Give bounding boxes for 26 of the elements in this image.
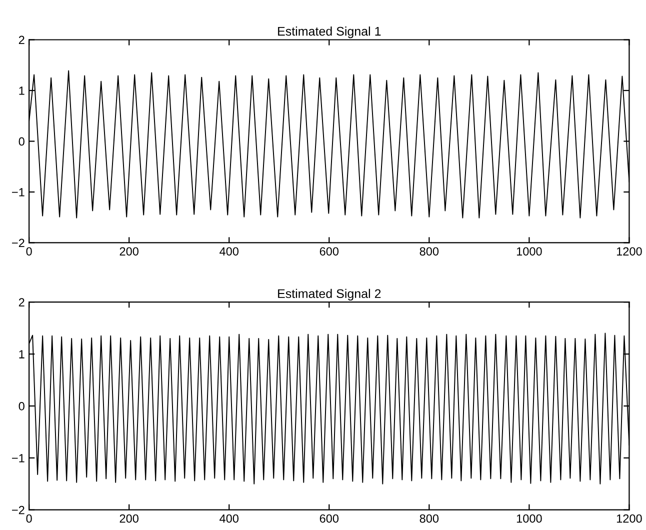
- y-tick-label: −2: [12, 238, 24, 248]
- y-tick-label: −2: [12, 506, 24, 514]
- y-tick-label: −1: [12, 188, 24, 196]
- y-tick-label: 0: [18, 137, 24, 146]
- y-tick-label: 2: [18, 298, 24, 306]
- x-tick-label: 1000: [516, 514, 542, 523]
- y-tick-label: 1: [19, 86, 24, 95]
- x-tick-label: 800: [420, 247, 439, 256]
- x-tick-label: 600: [320, 247, 339, 256]
- y-tick-label: −1: [12, 454, 24, 462]
- y-tick-label: 1: [19, 350, 24, 358]
- x-tick-label: 800: [420, 514, 439, 523]
- y-tick-label: 0: [18, 402, 24, 410]
- x-tick-label: 400: [220, 247, 238, 256]
- x-tick-label: 1200: [616, 247, 642, 256]
- chart-title: Estimated Signal 2: [278, 288, 381, 301]
- x-tick-label: 400: [220, 514, 238, 523]
- x-tick-label: 600: [320, 514, 339, 523]
- x-tick-label: 1200: [616, 514, 642, 523]
- y-tick-label: 2: [18, 36, 24, 44]
- x-tick-label: 1000: [516, 247, 542, 256]
- x-tick-label: 200: [120, 514, 138, 523]
- chart-title: Estimated Signal 1: [278, 26, 381, 38]
- x-tick-label: 0: [26, 514, 32, 523]
- x-tick-label: 200: [120, 247, 138, 256]
- x-tick-label: 0: [26, 247, 32, 256]
